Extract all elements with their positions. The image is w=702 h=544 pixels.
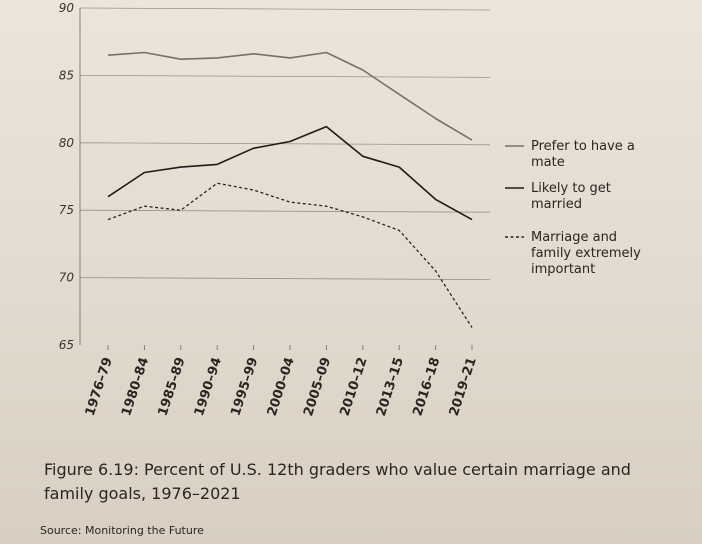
x-axis-ticks: 1976–79 1980–84 1985–89 1990–94 1995–99 2000–… xyxy=(83,345,480,418)
figure-source: Source: Monitoring the Future xyxy=(40,524,204,537)
series-line-2 xyxy=(107,125,473,221)
gridlines xyxy=(79,7,491,281)
x-tick-label: 1976–79 xyxy=(83,356,116,418)
y-tick-label: 80 xyxy=(59,136,75,150)
x-tick-label: 1985–89 xyxy=(156,356,189,418)
figure-caption: Figure 6.19: Percent of U.S. 12th grader… xyxy=(44,460,631,503)
legend-label: Likely to get married xyxy=(531,181,611,212)
gridline xyxy=(79,7,491,11)
x-tick-label: 1995–99 xyxy=(228,356,261,418)
gridline xyxy=(79,75,491,78)
legend: Prefer to have a mate Likely to get married… xyxy=(505,139,641,277)
y-axis-ticks: 90 85 80 75 70 65 xyxy=(59,1,75,352)
x-tick-label: 2000–04 xyxy=(265,356,298,418)
y-tick-label: 70 xyxy=(59,271,75,285)
gridline xyxy=(79,277,491,281)
x-tick-label: 2016–18 xyxy=(410,356,443,418)
x-tick-label: 2019–21 xyxy=(447,356,480,418)
y-tick-label: 75 xyxy=(59,203,74,217)
x-tick-label: 2013–15 xyxy=(374,356,407,418)
x-tick-label: 1980–84 xyxy=(119,356,152,418)
series-line-3 xyxy=(107,182,473,328)
y-tick-label: 85 xyxy=(59,68,74,82)
gridline xyxy=(79,142,491,146)
y-tick-label: 65 xyxy=(59,338,74,352)
x-tick-label: 1990–94 xyxy=(192,356,225,418)
series-line-1 xyxy=(107,51,473,141)
legend-label: Marriage and family extremely important xyxy=(531,230,641,277)
series-lines xyxy=(107,51,473,328)
gridline xyxy=(79,209,491,213)
legend-label: Prefer to have a mate xyxy=(531,139,635,170)
y-tick-label: 90 xyxy=(59,1,75,15)
x-tick-label: 2010–12 xyxy=(338,356,371,418)
x-tick-label: 2005–09 xyxy=(301,356,334,418)
